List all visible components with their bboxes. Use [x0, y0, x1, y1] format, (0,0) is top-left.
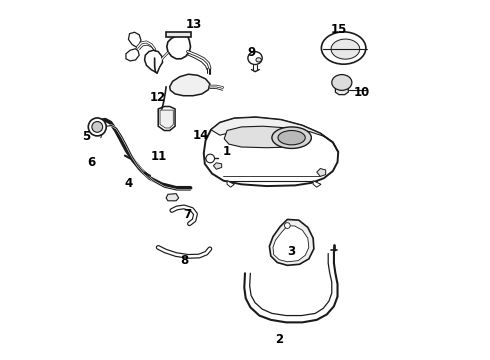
- Text: 13: 13: [186, 18, 202, 31]
- Circle shape: [285, 223, 290, 228]
- Text: 9: 9: [247, 46, 256, 59]
- Text: 12: 12: [150, 91, 166, 104]
- Text: 3: 3: [288, 245, 295, 258]
- Polygon shape: [313, 181, 321, 187]
- Circle shape: [92, 122, 102, 132]
- Circle shape: [88, 118, 106, 136]
- Text: 14: 14: [193, 129, 209, 142]
- Text: 15: 15: [331, 23, 347, 36]
- Circle shape: [206, 154, 215, 163]
- Text: 5: 5: [82, 130, 91, 144]
- Text: 4: 4: [124, 177, 133, 190]
- Polygon shape: [211, 117, 338, 152]
- Ellipse shape: [331, 39, 360, 59]
- Polygon shape: [166, 194, 179, 201]
- Polygon shape: [160, 110, 173, 128]
- Polygon shape: [317, 168, 326, 176]
- Text: 8: 8: [180, 254, 188, 267]
- Ellipse shape: [332, 75, 352, 90]
- Text: 11: 11: [151, 150, 167, 163]
- Text: 2: 2: [275, 333, 283, 346]
- Ellipse shape: [278, 131, 305, 145]
- Polygon shape: [145, 50, 163, 73]
- Polygon shape: [158, 107, 175, 131]
- Polygon shape: [273, 226, 309, 262]
- Polygon shape: [170, 74, 210, 96]
- Ellipse shape: [321, 32, 366, 64]
- Text: 1: 1: [223, 145, 231, 158]
- Polygon shape: [224, 126, 311, 148]
- Ellipse shape: [256, 58, 261, 62]
- Polygon shape: [166, 32, 191, 37]
- Polygon shape: [270, 220, 314, 265]
- Ellipse shape: [248, 51, 262, 64]
- Polygon shape: [335, 87, 348, 95]
- Polygon shape: [128, 32, 141, 47]
- Polygon shape: [204, 117, 338, 186]
- Polygon shape: [214, 163, 221, 169]
- Polygon shape: [167, 36, 191, 59]
- Polygon shape: [227, 181, 234, 187]
- Ellipse shape: [272, 127, 311, 148]
- Polygon shape: [126, 49, 139, 61]
- Text: 10: 10: [353, 86, 369, 99]
- Text: 7: 7: [184, 208, 192, 221]
- Text: 6: 6: [87, 156, 96, 169]
